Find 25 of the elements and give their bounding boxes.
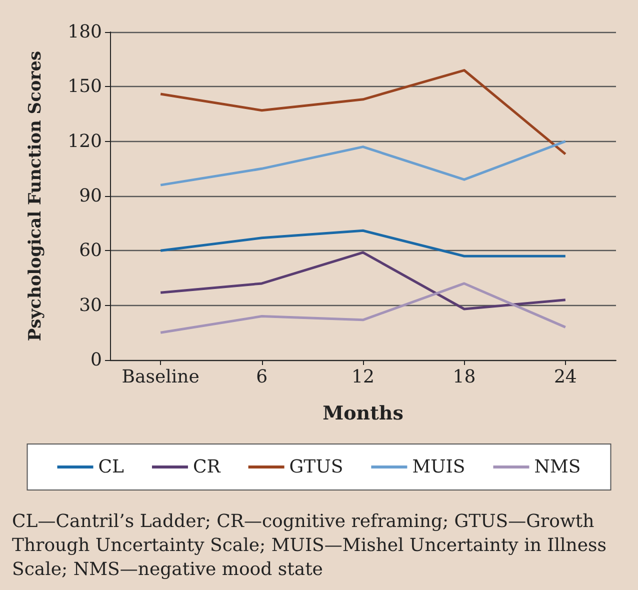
- y-tick-label: 0: [90, 350, 102, 370]
- line-series: [159, 69, 567, 156]
- legend-label: CL: [98, 456, 124, 478]
- x-tick-label: 24: [554, 366, 577, 388]
- y-tick-label: 60: [79, 240, 102, 262]
- x-tick-label: 18: [452, 366, 476, 388]
- y-tick-label: 30: [79, 294, 102, 316]
- x-tick-label: Baseline: [122, 366, 200, 388]
- line-series: [159, 251, 567, 310]
- legend-label: GTUS: [289, 456, 344, 478]
- line-series: [159, 229, 567, 258]
- x-tick-label: 12: [352, 366, 374, 388]
- y-axis-title: Psychological Function Scores: [26, 50, 46, 342]
- y-tick-label: 120: [68, 130, 102, 152]
- y-tick-label: 150: [68, 76, 102, 98]
- y-tick-label: 90: [79, 186, 102, 206]
- text: CL—Cantril’s Ladder; CR—cognitive reframing; GTUS—Growth Through Uncertainty Scale; MUIS—Mishel Uncertainty in Illness Scale; NMS—negative mood state: [11, 510, 608, 582]
- line-series: [159, 140, 567, 186]
- legend-label: MUIS: [412, 456, 466, 478]
- legend-label: NMS: [534, 456, 581, 478]
- line-series: [159, 282, 567, 334]
- x-axis-title: Months: [322, 402, 404, 424]
- y-tick-label: 180: [68, 22, 102, 42]
- legend-label: CR: [192, 456, 221, 478]
- x-tick-label: 6: [256, 366, 268, 388]
